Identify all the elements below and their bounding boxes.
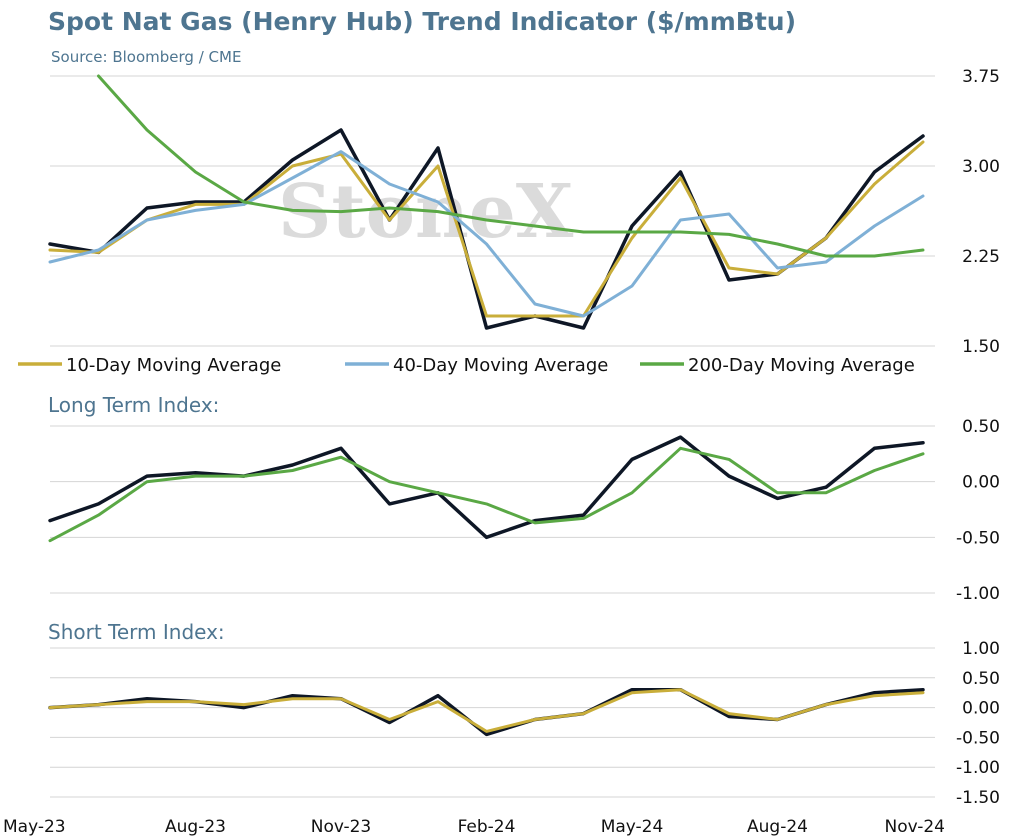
y-tick-label: -1.00 xyxy=(956,584,1000,604)
y-tick-label: -1.50 xyxy=(956,788,1000,808)
series-short-black xyxy=(48,687,925,737)
series-long-green xyxy=(48,446,925,543)
y-tick-label: 1.50 xyxy=(962,337,1000,357)
x-tick-label: Feb-24 xyxy=(458,817,516,837)
x-axis-ticks: May-23 Aug-23 Nov-23 Feb-24 May-24 Aug-24 Nov-… xyxy=(3,817,945,837)
legend-label: 200-Day Moving Average xyxy=(688,355,915,376)
legend-label: 10-Day Moving Average xyxy=(66,355,281,376)
x-tick-label: Aug-24 xyxy=(747,817,808,837)
chart-title: Spot Nat Gas (Henry Hub) Trend Indicator… xyxy=(48,7,796,36)
legend: 10-Day Moving Average 40-Day Moving Avera… xyxy=(18,355,915,376)
y-tick-label: -1.00 xyxy=(956,758,1000,778)
x-tick-label: May-24 xyxy=(601,817,664,837)
x-tick-label: Nov-23 xyxy=(311,817,372,837)
series-long-black xyxy=(48,435,925,540)
y-tick-label: 1.00 xyxy=(962,639,1000,659)
series-lines xyxy=(48,74,925,737)
long-term-title: Long Term Index: xyxy=(48,393,219,417)
y-tick-label: 0.00 xyxy=(962,473,1000,493)
legend-label: 40-Day Moving Average xyxy=(393,355,608,376)
y-tick-label: 3.00 xyxy=(962,157,1000,177)
x-tick-label: Nov-24 xyxy=(885,817,946,837)
y-axis-ticks: 1.50 2.25 3.00 3.75 -1.00 -0.50 0.00 0.50 -1.50 -… xyxy=(956,67,1000,808)
y-tick-label: 0.50 xyxy=(962,669,1000,689)
x-tick-label: Aug-23 xyxy=(165,817,226,837)
series-short-gold xyxy=(48,688,925,733)
y-tick-label: 0.50 xyxy=(962,417,1000,437)
y-tick-label: 3.75 xyxy=(962,67,1000,87)
y-tick-label: -0.50 xyxy=(956,528,1000,548)
y-tick-label: -0.50 xyxy=(956,728,1000,748)
short-term-title: Short Term Index: xyxy=(48,620,225,644)
y-tick-label: 2.25 xyxy=(962,247,1000,267)
y-tick-label: 0.00 xyxy=(962,699,1000,719)
x-tick-label: May-23 xyxy=(3,817,66,837)
chart-subtitle: Source: Bloomberg / CME xyxy=(51,48,241,66)
series-ma40 xyxy=(48,150,925,318)
series-ma10 xyxy=(48,140,925,318)
grid-lines xyxy=(50,75,935,798)
series-ma200 xyxy=(97,74,925,258)
